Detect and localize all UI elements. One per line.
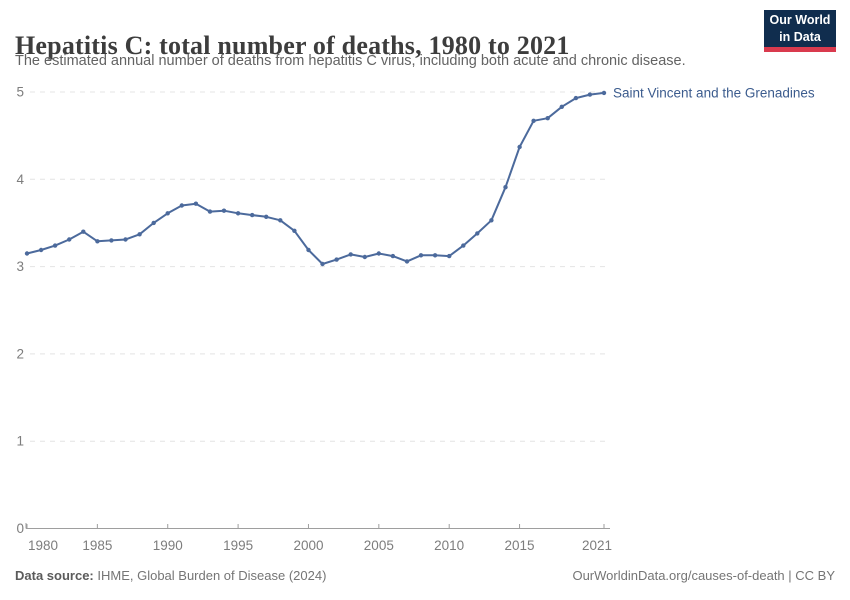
chart-footer: Data source: IHME, Global Burden of Dise… <box>15 568 835 583</box>
x-tick-label: 2015 <box>505 538 535 553</box>
data-point <box>517 144 522 150</box>
y-tick-label: 1 <box>16 434 24 449</box>
data-source-text: IHME, Global Burden of Disease (2024) <box>93 568 327 583</box>
series-label[interactable]: Saint Vincent and the Grenadines <box>613 85 815 100</box>
x-tick-label: 1990 <box>153 538 183 553</box>
data-point <box>418 253 424 258</box>
data-point <box>376 251 381 256</box>
data-point <box>545 116 550 121</box>
chart-subtitle: The estimated annual number of deaths fr… <box>15 53 686 69</box>
attribution: OurWorldinData.org/causes-of-death | CC … <box>572 568 835 583</box>
data-point <box>503 185 508 190</box>
owid-logo-line1: Our World <box>769 13 831 28</box>
data-point <box>221 208 227 213</box>
y-tick-label: 5 <box>16 85 24 100</box>
x-tick-label: 1980 <box>28 538 58 553</box>
data-point <box>235 211 241 216</box>
data-point <box>475 231 480 236</box>
data-point <box>601 90 607 96</box>
data-point <box>587 92 593 97</box>
y-tick-label: 0 <box>16 521 24 536</box>
data-point <box>404 259 410 264</box>
data-point <box>193 201 199 206</box>
data-source-label: Data source: <box>15 568 94 583</box>
data-point <box>81 229 86 234</box>
y-tick-label: 2 <box>16 346 24 361</box>
data-point <box>109 238 114 243</box>
x-tick-label: 1985 <box>82 538 112 553</box>
x-tick-label: 2000 <box>293 538 323 553</box>
data-point <box>531 118 536 124</box>
data-point <box>24 251 30 256</box>
owid-logo: Our World in Data <box>764 10 836 52</box>
data-point <box>165 211 170 216</box>
y-tick-label: 4 <box>16 172 24 187</box>
data-point <box>362 254 367 260</box>
x-tick-label: 1995 <box>223 538 253 553</box>
data-point <box>38 247 44 253</box>
data-point <box>348 252 353 257</box>
data-point <box>390 253 396 259</box>
data-point <box>334 257 339 262</box>
data-point <box>264 214 269 219</box>
data-point <box>559 104 564 110</box>
data-point <box>95 239 100 244</box>
data-point <box>447 253 452 259</box>
x-tick-label: 2021 <box>582 538 612 553</box>
data-line <box>26 91 605 265</box>
data-point <box>207 209 213 214</box>
data-point <box>573 95 579 101</box>
x-tick-label: 2010 <box>434 538 464 553</box>
data-point <box>278 218 283 223</box>
data-point <box>151 220 156 226</box>
data-source: Data source: IHME, Global Burden of Dise… <box>15 568 326 583</box>
x-tick-label: 2005 <box>364 538 394 553</box>
data-point <box>123 237 128 242</box>
y-tick-label: 3 <box>16 259 24 274</box>
data-point <box>137 232 142 237</box>
data-point <box>306 247 311 253</box>
data-point <box>250 212 255 218</box>
data-point <box>67 237 72 242</box>
data-point <box>320 261 325 267</box>
data-point <box>52 243 58 248</box>
owid-logo-line2: in Data <box>779 29 821 44</box>
data-point <box>292 228 297 233</box>
data-point <box>461 243 466 248</box>
data-point <box>489 218 494 223</box>
page-title: Hepatitis C: total number of deaths, 198… <box>15 31 570 61</box>
data-point <box>179 203 184 208</box>
data-point <box>432 253 438 258</box>
